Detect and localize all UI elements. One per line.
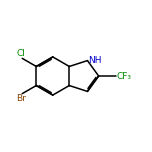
Text: Br: Br bbox=[16, 94, 26, 103]
Text: Cl: Cl bbox=[17, 48, 26, 58]
Text: CF₃: CF₃ bbox=[116, 71, 131, 81]
Text: NH: NH bbox=[88, 56, 101, 65]
